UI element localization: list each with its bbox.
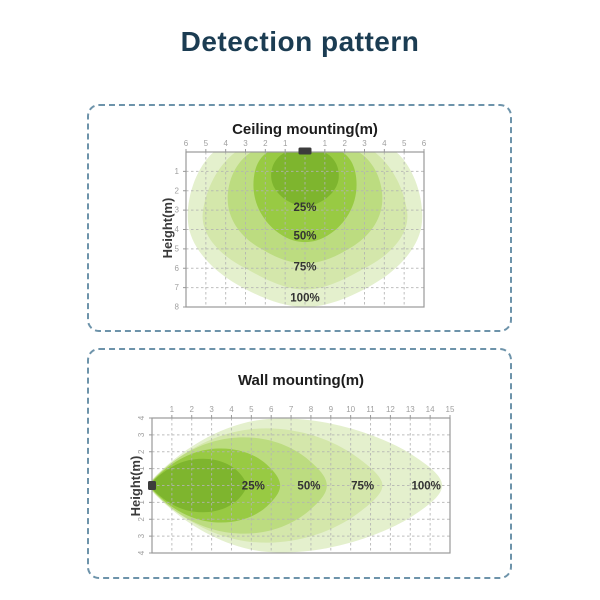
x-tick-label: 14 bbox=[426, 405, 435, 414]
y-tick-label: 1 bbox=[175, 167, 180, 176]
tick-marks bbox=[183, 149, 425, 308]
y-tick-label: 2 bbox=[137, 449, 146, 454]
x-tick-label: 6 bbox=[269, 405, 274, 414]
x-tick-label: 4 bbox=[382, 139, 387, 148]
y-tick-label: 3 bbox=[175, 206, 180, 215]
wall-chart-title: Wall mounting(m) bbox=[237, 372, 365, 389]
y-tick-label: 8 bbox=[175, 303, 180, 312]
x-tick-label: 4 bbox=[229, 405, 234, 414]
zone-50-label: 50% bbox=[297, 481, 320, 493]
y-tick-label: 4 bbox=[137, 550, 146, 555]
tick-marks bbox=[149, 415, 451, 554]
ceiling-chart-title: Ceiling mounting(m) bbox=[232, 121, 378, 138]
y-tick-label: 2 bbox=[137, 516, 146, 521]
x-tick-label: 6 bbox=[422, 139, 427, 148]
x-tick-label: 1 bbox=[283, 139, 288, 148]
y-tick-label: 3 bbox=[137, 533, 146, 538]
y-tick-label: 3 bbox=[137, 432, 146, 437]
x-tick-label: 13 bbox=[406, 405, 415, 414]
x-tick-label: 2 bbox=[263, 139, 268, 148]
x-tick-label: 4 bbox=[223, 139, 228, 148]
zone-75-label: 75% bbox=[293, 261, 316, 273]
x-tick-label: 1 bbox=[323, 139, 328, 148]
x-tick-label: 5 bbox=[249, 405, 254, 414]
x-tick-label: 5 bbox=[402, 139, 407, 148]
x-tick-label: 2 bbox=[342, 139, 347, 148]
x-tick-label: 15 bbox=[446, 405, 455, 414]
x-tick-label: 1 bbox=[170, 405, 175, 414]
x-tick-label: 7 bbox=[289, 405, 294, 414]
zone-75-label: 75% bbox=[351, 481, 374, 493]
zone-50-label: 50% bbox=[293, 230, 316, 242]
y-tick-label: 6 bbox=[175, 264, 180, 273]
y-tick-label: 7 bbox=[175, 283, 180, 292]
zone-25-label: 25% bbox=[293, 202, 316, 214]
x-tick-label: 9 bbox=[329, 405, 334, 414]
x-tick-label: 5 bbox=[204, 139, 209, 148]
x-tick-label: 12 bbox=[386, 405, 395, 414]
x-tick-label: 3 bbox=[362, 139, 367, 148]
zone-25-label: 25% bbox=[242, 481, 265, 493]
x-tick-label: 2 bbox=[190, 405, 195, 414]
ceiling-detection-chart: 6 5 4 3 2 1 1 2 3 4 5 6 1 2 3 4 5 6 7 8 100% 75% 50% 25% bbox=[175, 139, 427, 312]
zone-100-label: 100% bbox=[290, 292, 319, 304]
y-tick-label: 4 bbox=[137, 415, 146, 420]
x-tick-label: 6 bbox=[184, 139, 189, 148]
x-tick-label: 3 bbox=[209, 405, 214, 414]
x-tick-label: 10 bbox=[346, 405, 355, 414]
sensor-icon bbox=[148, 481, 156, 490]
zone-100-label: 100% bbox=[411, 481, 440, 493]
sensor-icon bbox=[298, 147, 312, 155]
grid bbox=[152, 418, 450, 553]
y-tick-label: 1 bbox=[137, 466, 146, 471]
x-tick-label: 3 bbox=[243, 139, 248, 148]
y-tick-label: 4 bbox=[175, 225, 180, 234]
x-tick-label: 11 bbox=[366, 405, 375, 414]
y-tick-label: 5 bbox=[175, 244, 180, 253]
page-title: Detection pattern bbox=[180, 26, 420, 57]
y-tick-label: 1 bbox=[137, 500, 146, 505]
wall-detection-chart: 1 2 3 4 5 6 7 8 9 10 11 12 13 14 1543211234100%75%50%2… bbox=[137, 405, 455, 555]
y-tick-label: 2 bbox=[175, 186, 180, 195]
x-tick-label: 8 bbox=[309, 405, 314, 414]
grid bbox=[186, 152, 424, 307]
